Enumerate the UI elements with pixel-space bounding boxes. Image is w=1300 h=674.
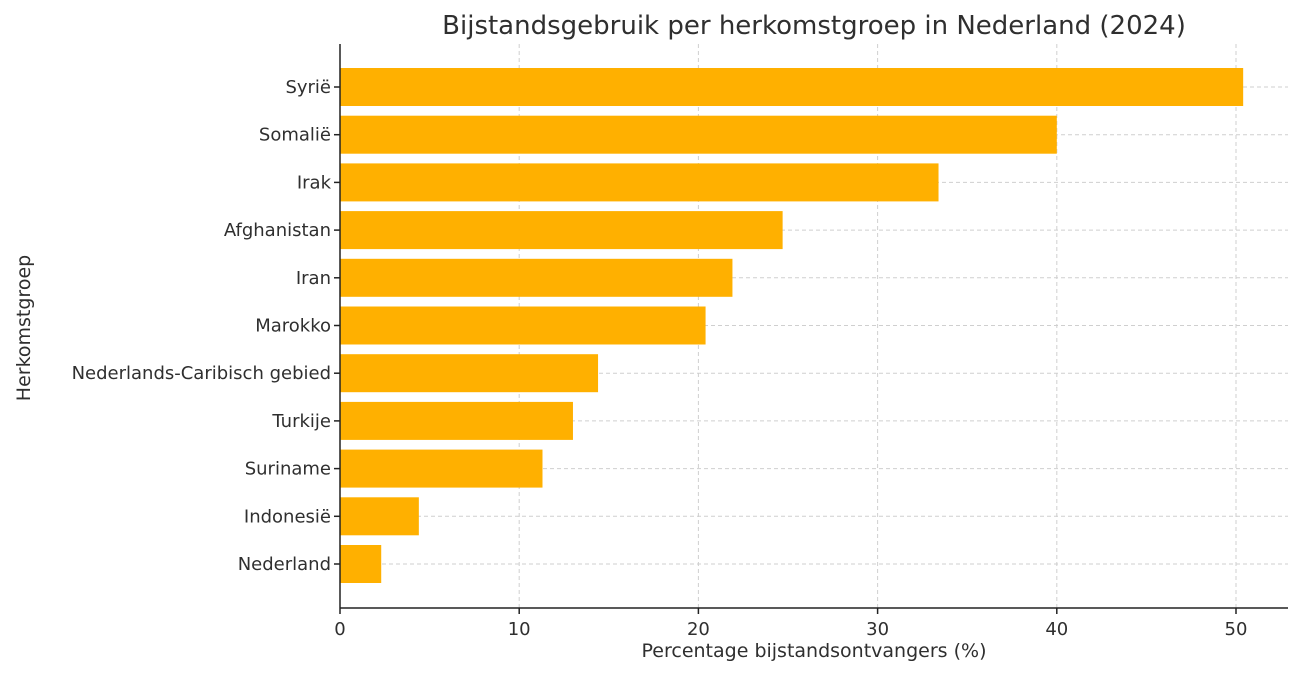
bars [340,68,1244,583]
bar [340,115,1057,154]
y-tick-label: Irak [297,172,332,193]
x-tick-labels: 0 10 20 30 40 50 [334,608,1247,640]
y-tick-label: Turkije [271,411,331,432]
bar [340,68,1244,106]
x-tick-label: 30 [866,619,889,640]
y-tick-label: Nederland [238,554,331,575]
bar [340,449,543,488]
bar [340,211,783,250]
bar [340,258,733,297]
bar [340,545,382,583]
y-tick-label: Marokko [255,316,331,337]
x-tick-label: 10 [508,619,531,640]
bar [340,306,706,345]
y-tick-label: Iran [296,268,331,289]
y-tick-label: Indonesië [244,506,331,527]
chart-title: Bijstandsgebruik per herkomstgroep in Ne… [442,11,1186,41]
x-tick-label: 20 [687,619,710,640]
y-tick-labels: Syrië Somalië Irak Afghanistan Iran Marokko Ne… [72,77,340,575]
y-tick-label: Afghanistan [224,220,331,241]
x-tick-label: 0 [334,619,345,640]
x-tick-label: 50 [1225,619,1248,640]
x-tick-label: 40 [1045,619,1068,640]
bar [340,497,419,536]
bar [340,401,573,440]
x-axis-label: Percentage bijstandsontvangers (%) [642,640,987,662]
bar [340,163,939,202]
y-axis-label: Herkomstgroep [13,255,35,401]
y-tick-label: Suriname [245,459,331,480]
y-tick-label: Nederlands-Caribisch gebied [72,363,331,384]
y-tick-label: Syrië [285,77,331,98]
y-tick-label: Somalië [259,125,331,146]
bar [340,354,599,393]
